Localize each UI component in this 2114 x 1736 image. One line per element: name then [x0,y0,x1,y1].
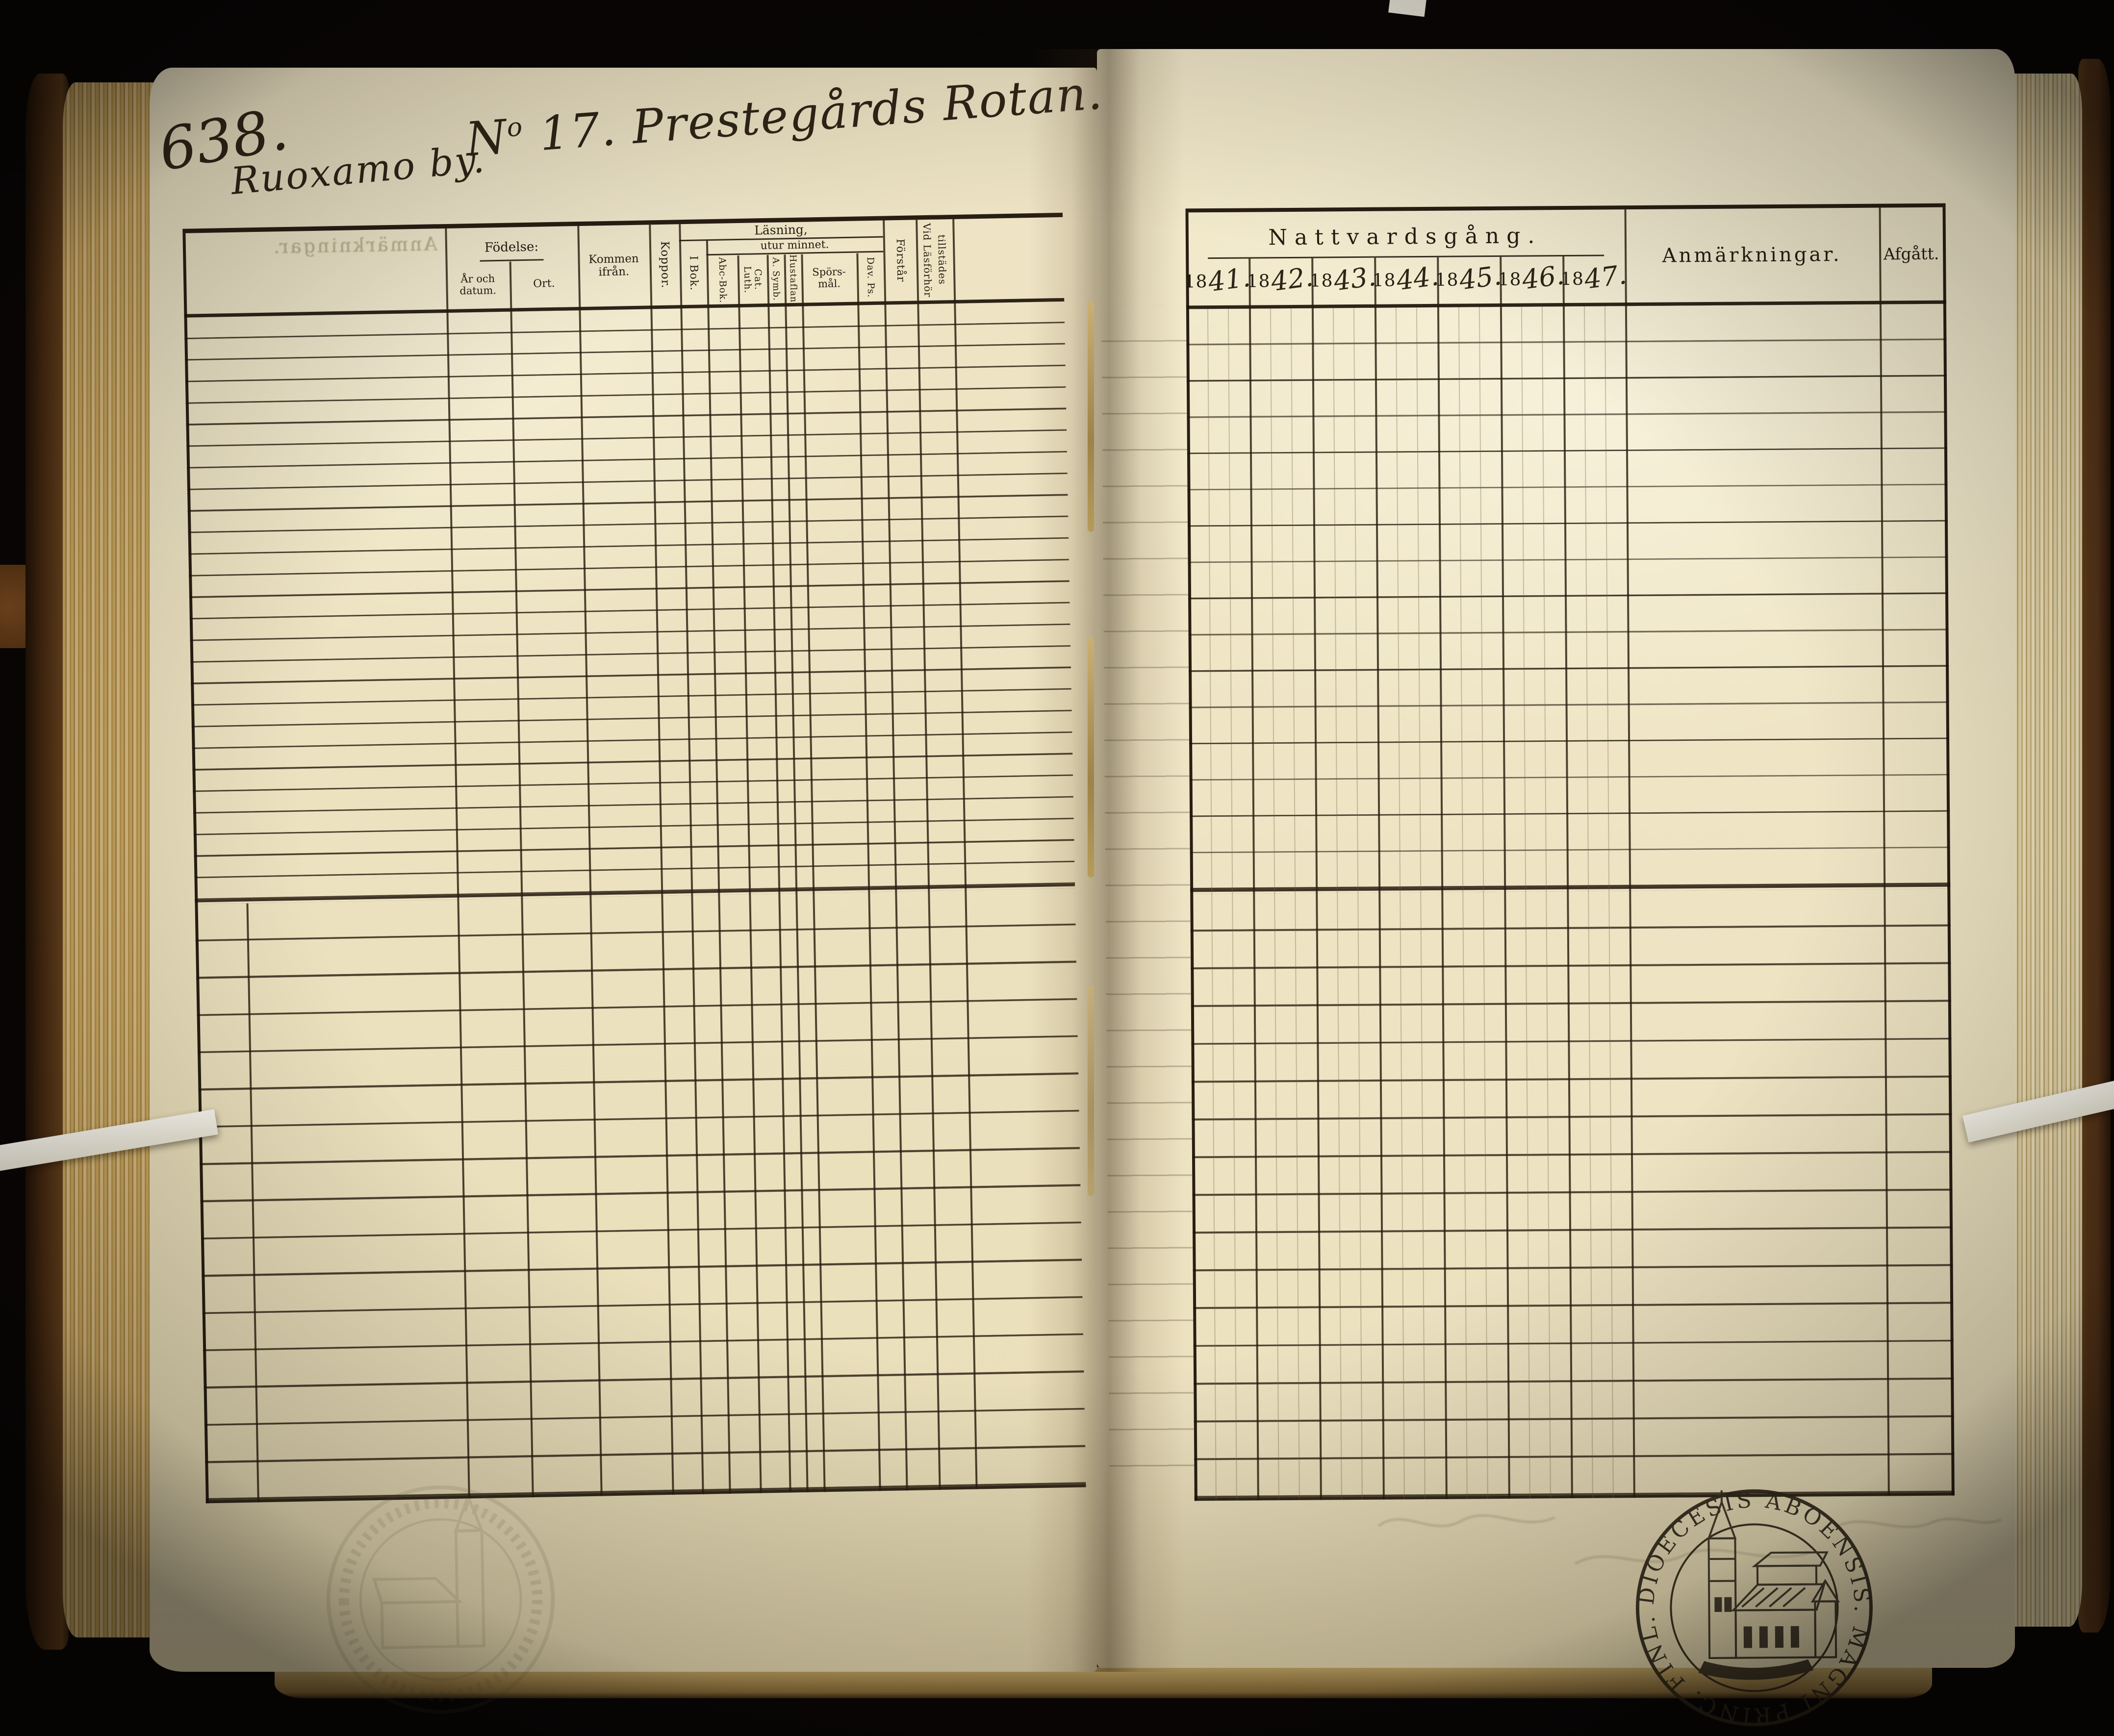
year-written-1843: 43. [1332,261,1378,297]
stamp-ring-text: DIOECESIS ABOENSIS. MAGNI PRINC. FINL. [1633,1486,1876,1729]
year-cell-1841: 18 41. [1184,259,1252,306]
header-nattvardsgang: Nattvardsgång. [1268,223,1542,251]
right-register-table: Nattvardsgång. 18 41. 18 42. 18 43. 18 44. 1… [1184,203,1955,1501]
year-cell-1846: 18 46. [1498,256,1566,303]
year-cell-1847: 18 47. [1560,256,1629,303]
year-cell-1842: 18 42. [1247,258,1315,305]
year-cell-1844: 18 44. [1373,257,1441,304]
year-cell-1845: 18 45. [1435,257,1503,304]
year-written-1846: 46. [1520,259,1566,296]
year-written-1842: 42. [1269,261,1315,298]
diocese-stamp: DIOECESIS ABOENSIS. MAGNI PRINC. FINL. [1633,1486,1876,1729]
spine-stitching-thread [1088,985,1094,1196]
header-anmarkningar: Anmärkningar. [1662,243,1842,267]
gutter-row-lines [1101,305,1195,1487]
right-table-header: Nattvardsgång. 18 41. 18 42. 18 43. 18 44. 1… [1184,207,1946,309]
year-written-1847: 47. [1582,259,1629,296]
svg-text:DIOECESIS ABOENSIS. MAGNI PRIN: DIOECESIS ABOENSIS. MAGNI PRINC. FINL. [1633,1486,1876,1729]
spine-stitching-thread [1088,637,1094,878]
stamp-inner-ring [1670,1523,1839,1692]
right-table-upper-rows [1186,303,1951,892]
spine-stitching-thread [1088,302,1094,532]
year-written-1841: 41. [1206,261,1252,298]
year-written-1845: 45. [1457,260,1503,296]
header-afgatt: Afgått. [1883,244,1939,264]
year-cell-1843: 18 43. [1310,258,1378,305]
year-written-1844: 44. [1395,260,1441,297]
